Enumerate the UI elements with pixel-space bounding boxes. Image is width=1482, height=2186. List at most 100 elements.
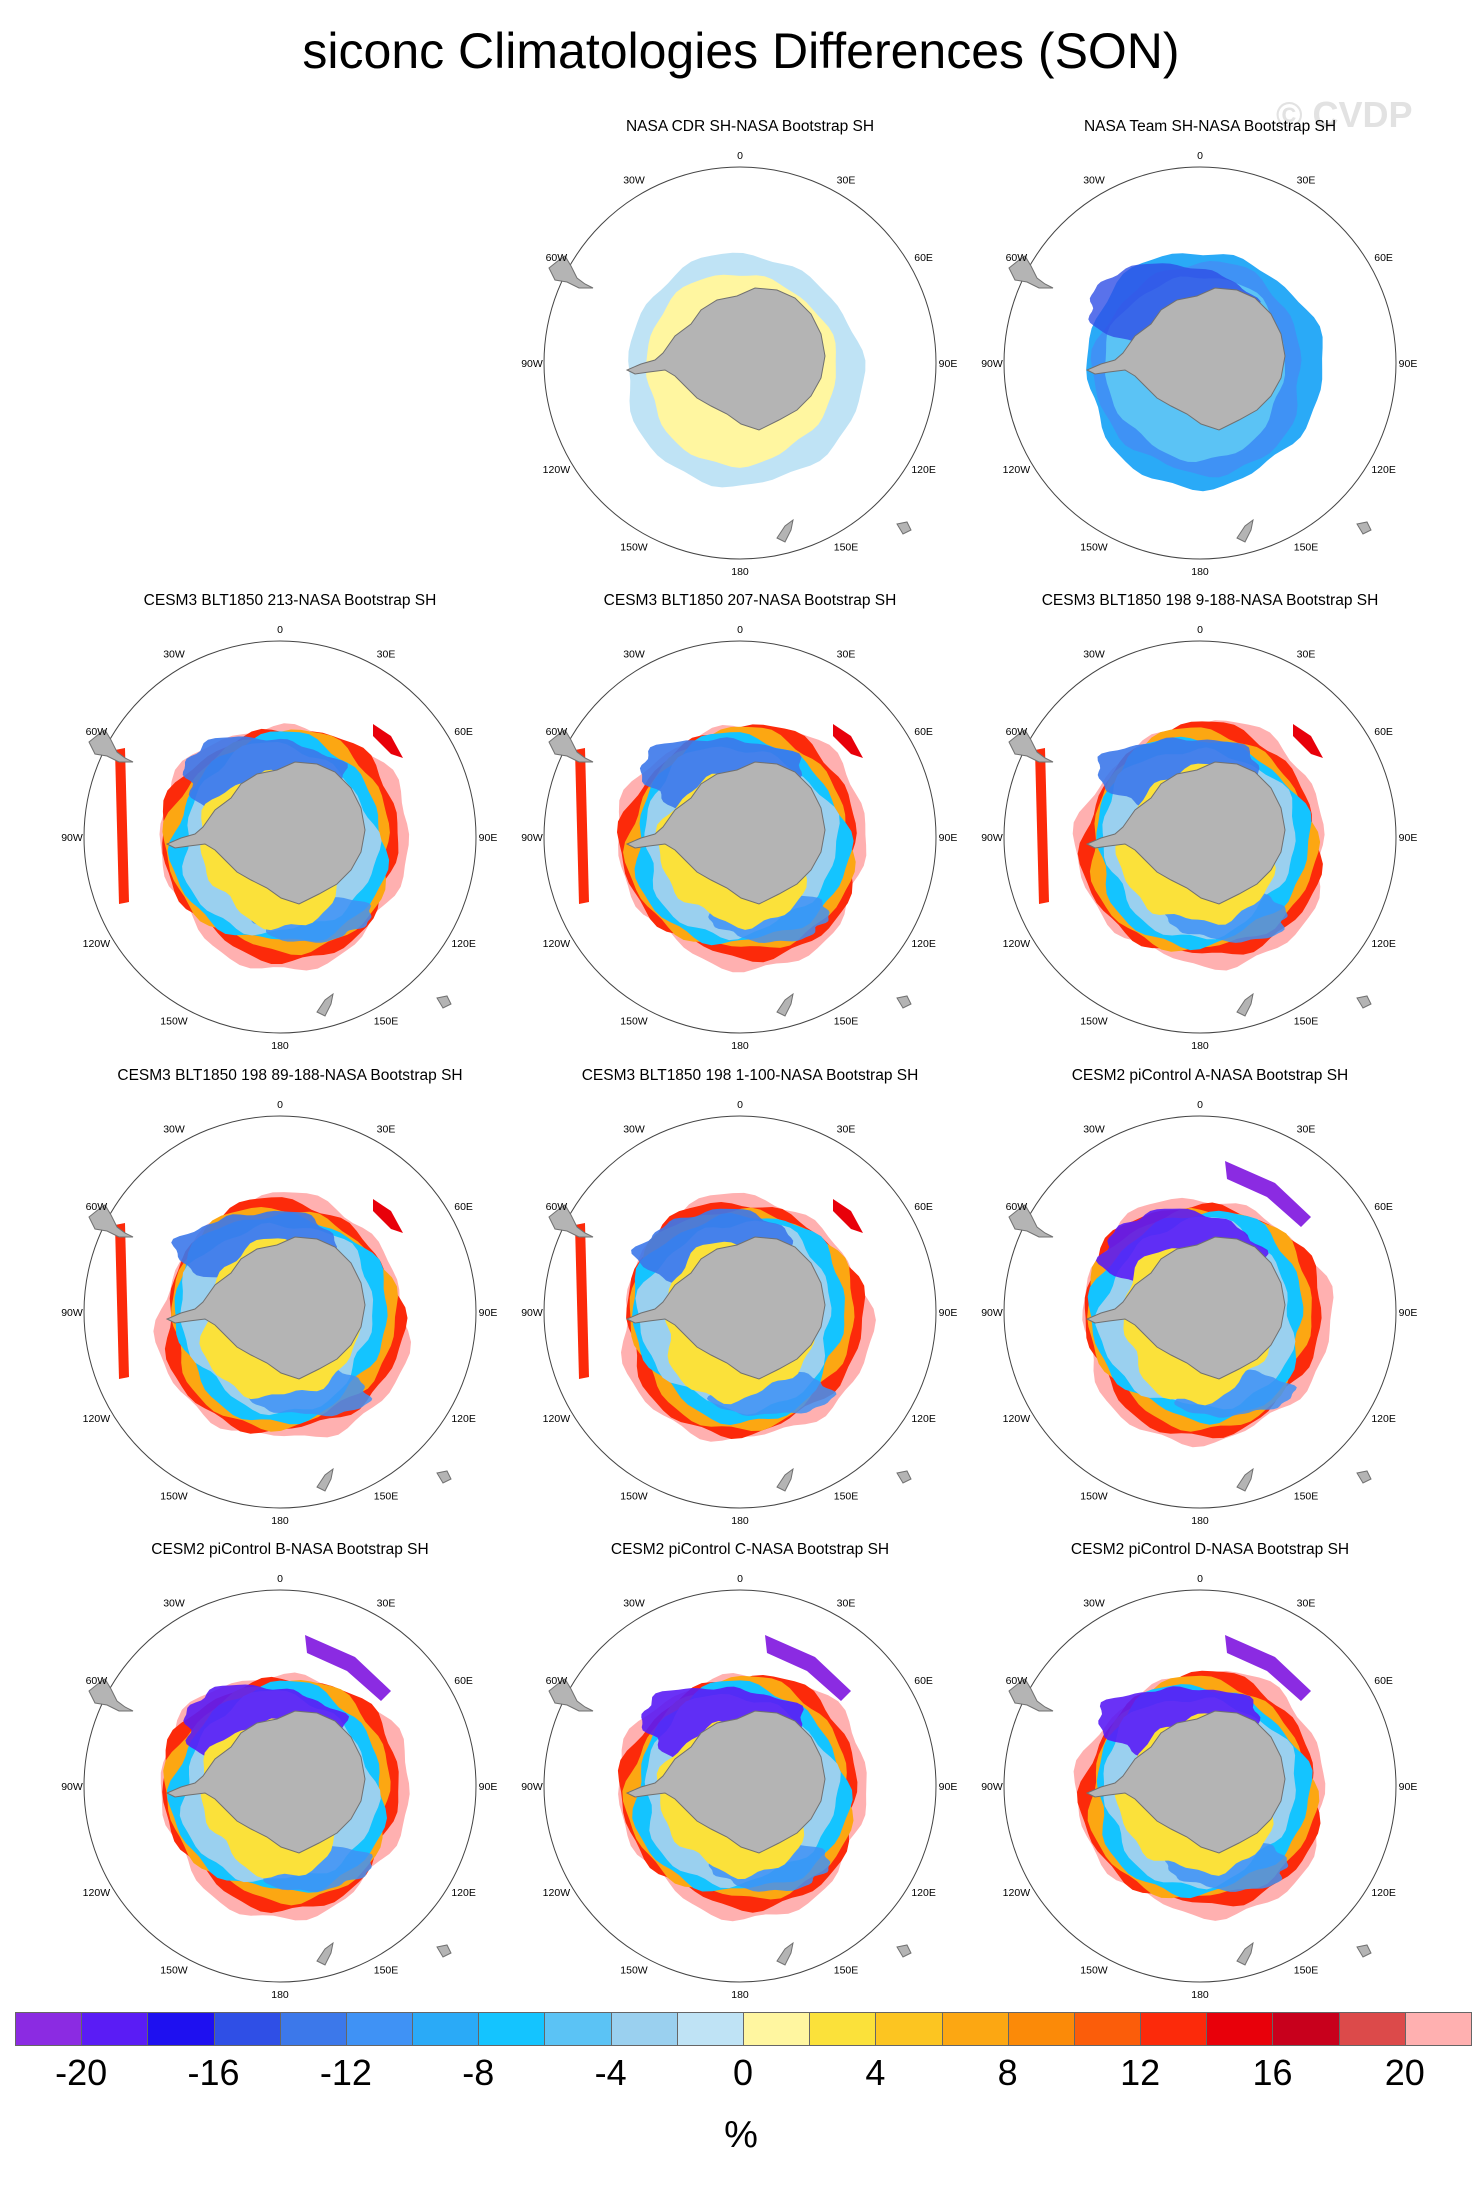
longitude-label: 90E [939, 1307, 958, 1319]
colorbar-tick-label: 20 [1384, 2052, 1425, 2093]
panel-title: CESM3 BLT1850 198 89-188-NASA Bootstrap … [117, 1067, 463, 1084]
longitude-label: 30E [837, 1597, 856, 1609]
longitude-label: 180 [271, 1989, 289, 2001]
longitude-label: 30E [837, 174, 856, 186]
new-zealand-landmass [1236, 1941, 1254, 1966]
panel-title: CESM3 BLT1850 213-NASA Bootstrap SH [143, 592, 437, 609]
longitude-label: 150E [1294, 542, 1319, 554]
longitude-label: 60E [1374, 726, 1393, 738]
longitude-label: 30W [1083, 174, 1105, 186]
longitude-label: 180 [731, 566, 749, 578]
colorbar-unit: % [724, 2114, 758, 2156]
longitude-label: 60W [1006, 1675, 1028, 1687]
colorbar-swatch [676, 2012, 744, 2046]
colorbar-tick-label: -20 [55, 2052, 108, 2093]
tasmania-landmass [436, 1944, 452, 1958]
longitude-label: 90W [981, 1307, 1003, 1319]
tasmania-landmass [896, 995, 912, 1009]
longitude-label: 90W [521, 1781, 543, 1793]
longitude-label: 0 [1197, 624, 1203, 636]
colorbar-swatch [478, 2012, 546, 2046]
longitude-label: 90W [521, 358, 543, 370]
longitude-label: 30E [1297, 174, 1316, 186]
colorbar-swatch [147, 2012, 215, 2046]
antarctica-landmass [625, 761, 826, 905]
polar-stereographic-map: 0 30E 60E 90E 120E 150E 180 150W 120W 90W 60W 30W [981, 1099, 1417, 1527]
longitude-label: 120E [911, 1887, 936, 1899]
longitude-label: 90W [61, 832, 83, 844]
longitude-label: 180 [731, 1515, 749, 1527]
new-zealand-landmass [1236, 518, 1254, 543]
longitude-label: 30E [837, 1123, 856, 1135]
tasmania-landmass [436, 995, 452, 1009]
new-zealand-landmass [776, 1467, 794, 1492]
panel-title: CESM2 piControl C-NASA Bootstrap SH [610, 1541, 890, 1558]
tasmania-landmass [436, 1470, 452, 1484]
tasmania-landmass [1356, 521, 1372, 535]
south-america-landmass [1008, 255, 1054, 289]
longitude-label: 60W [546, 1201, 568, 1213]
longitude-label: 180 [1191, 1515, 1209, 1527]
longitude-label: 0 [737, 624, 743, 636]
longitude-label: 30W [623, 1123, 645, 1135]
tasmania-landmass [896, 1944, 912, 1958]
longitude-label: 150E [374, 1491, 399, 1503]
panel-title: CESM2 piControl D-NASA Bootstrap SH [1070, 1541, 1350, 1558]
longitude-label: 30W [163, 648, 185, 660]
map-panel: CESM2 piControl D-NASA Bootstrap SH 0 30E 6… [975, 1541, 1445, 2011]
antarctica-landmass [165, 1236, 366, 1380]
longitude-label: 30E [1297, 1123, 1316, 1135]
longitude-label: 150W [1080, 1491, 1108, 1503]
longitude-label: 120W [1003, 938, 1031, 950]
longitude-label: 180 [1191, 1989, 1209, 2001]
south-america-landmass [548, 1204, 594, 1238]
antarctica-landmass [1085, 1710, 1286, 1854]
longitude-label: 60W [546, 726, 568, 738]
longitude-label: 150W [1080, 1965, 1108, 1977]
longitude-label: 0 [1197, 1099, 1203, 1111]
polar-stereographic-map: 0 30E 60E 90E 120E 150E 180 150W 120W 90W 60W 30W [521, 150, 957, 578]
map-panel: CESM2 piControl B-NASA Bootstrap SH 0 30E 6… [55, 1541, 525, 2011]
longitude-label: 90E [1399, 358, 1418, 370]
longitude-label: 150W [1080, 1016, 1108, 1028]
panel-title: CESM3 BLT1850 198 9-188-NASA Bootstrap S… [1041, 592, 1379, 609]
longitude-label: 30W [623, 1597, 645, 1609]
longitude-label: 90E [479, 1781, 498, 1793]
longitude-label: 150W [160, 1016, 188, 1028]
longitude-label: 60W [1006, 252, 1028, 264]
south-america-landmass [88, 729, 134, 763]
longitude-label: 150E [1294, 1965, 1319, 1977]
longitude-label: 90W [61, 1307, 83, 1319]
longitude-label: 30E [377, 1123, 396, 1135]
tasmania-landmass [896, 1470, 912, 1484]
south-america-landmass [1008, 729, 1054, 763]
longitude-label: 0 [737, 150, 743, 162]
polar-stereographic-map: 0 30E 60E 90E 120E 150E 180 150W 120W 90W 60W 30W [981, 624, 1418, 1052]
longitude-label: 90W [981, 832, 1003, 844]
longitude-label: 90E [1399, 832, 1418, 844]
colorbar [15, 2012, 1472, 2046]
panel-title: CESM3 BLT1850 198 1-100-NASA Bootstrap S… [581, 1067, 919, 1084]
longitude-label: 0 [277, 1573, 283, 1585]
longitude-label: 30E [377, 648, 396, 660]
polar-stereographic-map: 0 30E 60E 90E 120E 150E 180 150W 120W 90W 60W 30W [61, 1573, 498, 2001]
map-panel: CESM2 piControl C-NASA Bootstrap SH 0 30E 6… [515, 1541, 985, 2011]
colorbar-swatch [809, 2012, 877, 2046]
longitude-label: 180 [1191, 1040, 1209, 1052]
longitude-label: 30E [1297, 1597, 1316, 1609]
longitude-label: 0 [737, 1573, 743, 1585]
longitude-label: 90E [939, 1781, 958, 1793]
colorbar-tick-label: 4 [865, 2052, 886, 2093]
longitude-label: 120E [911, 464, 936, 476]
longitude-label: 90W [61, 1781, 83, 1793]
longitude-label: 60W [86, 726, 108, 738]
polar-stereographic-map: 0 30E 60E 90E 120E 150E 180 150W 120W 90W 60W 30W [61, 624, 497, 1052]
longitude-label: 150E [1294, 1016, 1319, 1028]
panel-title: CESM2 piControl B-NASA Bootstrap SH [151, 1541, 429, 1558]
colorbar-swatch [941, 2012, 1009, 2046]
south-america-landmass [1008, 1204, 1054, 1238]
longitude-label: 60E [914, 252, 933, 264]
antarctica-landmass [625, 1710, 826, 1854]
longitude-label: 150E [374, 1016, 399, 1028]
panel-title: CESM2 piControl A-NASA Bootstrap SH [1071, 1067, 1349, 1084]
